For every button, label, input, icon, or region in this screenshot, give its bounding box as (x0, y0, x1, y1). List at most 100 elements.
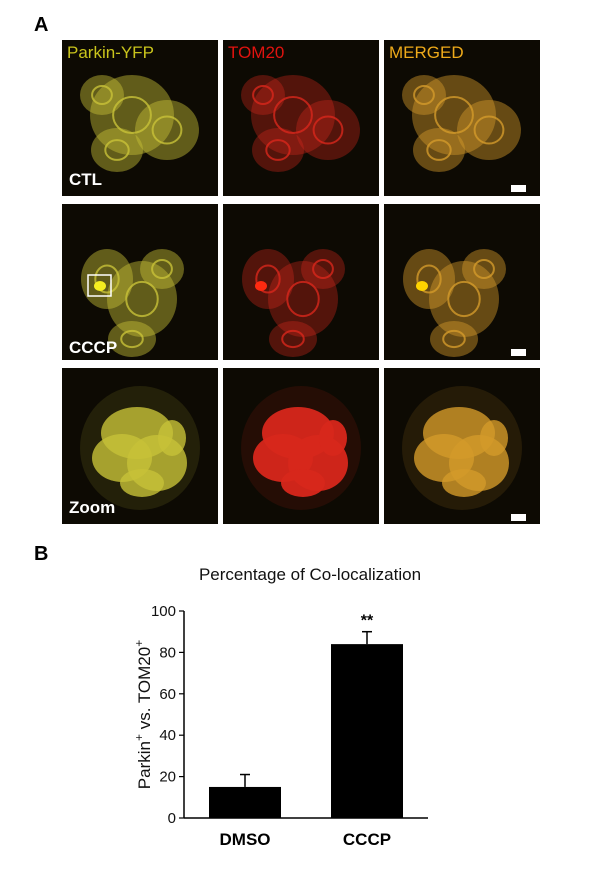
column-header-parkin-yfp: Parkin-YFP (67, 43, 154, 62)
cell-body (241, 75, 285, 115)
cell-nucleus (120, 329, 144, 349)
cell-cluster (242, 249, 345, 357)
column-header-merged: MERGED (389, 43, 464, 62)
bar (209, 786, 281, 818)
cell-cluster (241, 386, 361, 510)
aggregate-blob (281, 469, 325, 497)
cell-nucleus (426, 139, 452, 161)
zoom-region-box (87, 274, 112, 297)
scale-bar (511, 185, 526, 192)
background-glow (80, 386, 200, 510)
y-tick-label: 60 (159, 686, 176, 703)
cell-nucleus (473, 115, 505, 145)
cell-nucleus (112, 96, 152, 134)
cell-nucleus (151, 115, 183, 145)
cell-body (296, 100, 360, 160)
row-label-zoom: Zoom (69, 498, 116, 517)
cell-nucleus (473, 259, 495, 279)
cell-body (301, 249, 345, 289)
y-tick-label: 0 (168, 810, 176, 827)
cell-nucleus (312, 259, 334, 279)
cell-body (457, 100, 521, 160)
panel-b-letter: B (34, 543, 49, 565)
cell-cluster (402, 75, 521, 172)
cell-nucleus (413, 85, 435, 105)
chart-title: Percentage of Co-localization (198, 565, 422, 584)
background-glow (241, 386, 361, 510)
cell-body (429, 261, 499, 337)
tile-zoom-tom20 (223, 368, 379, 524)
background-glow (402, 386, 522, 510)
cell-nucleus (255, 264, 281, 294)
cell-nucleus (312, 115, 344, 145)
tile-ctl-merged: MERGED (384, 40, 540, 196)
cell-cluster (81, 249, 184, 357)
cell-cluster (80, 386, 200, 510)
aggregate-spot (255, 281, 267, 291)
cell-cluster (402, 386, 522, 510)
cell-nucleus (104, 139, 130, 161)
cell-nucleus (286, 280, 320, 318)
panel-a-letter: A (34, 14, 49, 36)
y-tick-label: 40 (159, 727, 176, 744)
cell-body (107, 261, 177, 337)
cell-nucleus (273, 96, 313, 134)
cell-nucleus (151, 259, 173, 279)
cell-nucleus (252, 85, 274, 105)
aggregate-blob (480, 420, 508, 456)
aggregate-blob (120, 469, 164, 497)
cell-body (403, 249, 455, 309)
y-tick-label: 20 (159, 769, 176, 786)
cell-nucleus (91, 85, 113, 105)
scale-bar (511, 514, 526, 521)
tile-ctl-yfp: Parkin-YFP CTL (62, 40, 218, 196)
cell-nucleus (447, 280, 481, 318)
cell-body (135, 100, 199, 160)
tile-cccp-tom20 (223, 204, 379, 360)
cell-body (413, 128, 465, 172)
tile-cccp-merged (384, 204, 540, 360)
aggregate-blob (442, 469, 486, 497)
cell-body (268, 261, 338, 337)
cell-nucleus (281, 329, 305, 349)
cell-nucleus (94, 264, 120, 294)
x-tick-label: CCCP (343, 830, 391, 849)
cell-nucleus (416, 264, 442, 294)
cell-body (252, 128, 304, 172)
cell-nucleus (442, 329, 466, 349)
cell-body (430, 321, 478, 357)
y-tick-label: 80 (159, 644, 176, 661)
cell-nucleus (265, 139, 291, 161)
y-tick-label: 100 (151, 603, 176, 620)
tile-zoom-yfp: Zoom (62, 368, 218, 524)
aggregate-spot (416, 281, 428, 291)
cell-body (462, 249, 506, 289)
tile-ctl-tom20: TOM20 (223, 40, 379, 196)
row-label-cccp: CCCP (69, 338, 118, 357)
aggregate-spot (94, 281, 106, 291)
scale-bar (511, 349, 526, 356)
bar (331, 644, 403, 818)
aggregate-blob (158, 420, 186, 456)
cell-body (242, 249, 294, 309)
aggregate-blob (319, 420, 347, 456)
row-label-ctl: CTL (69, 170, 103, 189)
tile-zoom-merged (384, 368, 540, 524)
cell-body (108, 321, 156, 357)
cell-body (269, 321, 317, 357)
tile-cccp-yfp: CCCP (62, 204, 218, 360)
x-tick-label: DMSO (220, 830, 271, 849)
cell-body (402, 75, 446, 115)
column-header-tom20: TOM20 (228, 43, 285, 62)
cell-body (140, 249, 184, 289)
cell-body (81, 249, 133, 309)
cell-cluster (80, 75, 199, 172)
significance-marker: ** (361, 613, 374, 630)
cell-nucleus (434, 96, 474, 134)
y-axis-label: Parkin+ vs. TOM20+ (132, 640, 154, 789)
cell-cluster (241, 75, 360, 172)
cell-cluster (403, 249, 506, 357)
cell-body (80, 75, 124, 115)
cell-nucleus (125, 280, 159, 318)
